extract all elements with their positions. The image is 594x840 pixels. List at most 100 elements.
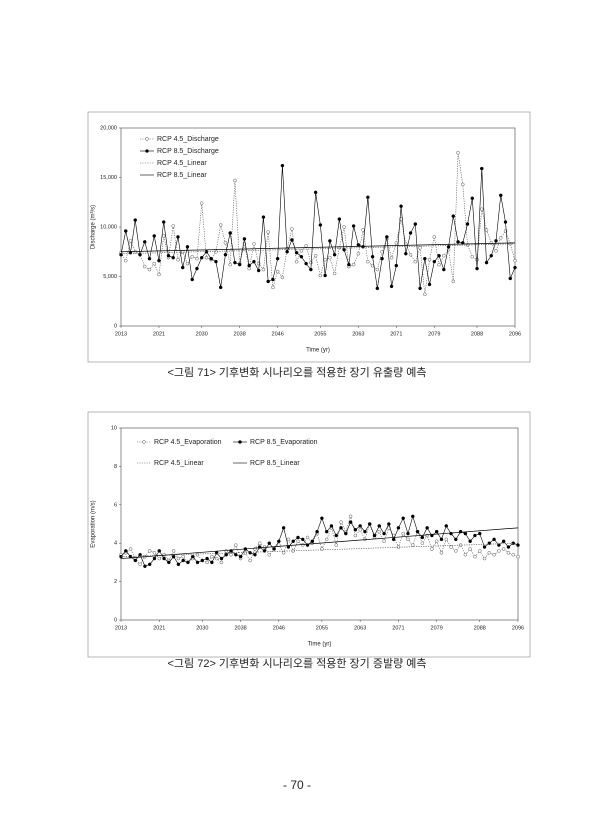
data-point	[247, 266, 251, 271]
data-point	[401, 516, 405, 520]
data-point	[256, 268, 261, 273]
data-point	[296, 539, 300, 544]
data-point	[497, 549, 501, 553]
y-tick-label: 20,000	[100, 125, 117, 131]
data-point	[271, 277, 275, 282]
y-tick-label: 0	[114, 617, 117, 623]
data-point	[404, 251, 408, 256]
data-point	[275, 256, 280, 261]
data-point	[351, 262, 356, 267]
data-point	[380, 256, 384, 261]
data-point	[133, 558, 138, 563]
data-point	[152, 556, 157, 561]
page-number: - 70 -	[283, 778, 311, 792]
data-point	[223, 241, 228, 245]
data-point	[329, 524, 334, 528]
x-tick-label: 2096	[509, 331, 521, 337]
data-point	[234, 552, 238, 557]
data-point	[332, 252, 337, 257]
data-point	[394, 241, 399, 245]
data-point	[266, 230, 270, 234]
data-point	[385, 235, 389, 239]
data-point	[218, 285, 223, 290]
y-tick-label: 10	[111, 425, 117, 431]
data-point	[367, 522, 372, 526]
data-point	[342, 225, 346, 229]
data-point	[370, 254, 375, 259]
data-point	[305, 535, 310, 540]
data-point	[511, 552, 515, 557]
data-point	[351, 224, 356, 228]
y-tick-label: 8	[114, 464, 117, 470]
data-point	[468, 547, 472, 551]
data-point	[147, 256, 152, 261]
data-point	[413, 259, 418, 264]
x-tick-label: 2096	[512, 625, 524, 631]
data-point	[138, 562, 142, 567]
x-tick-label: 2021	[153, 331, 165, 337]
data-point	[473, 533, 477, 538]
x-tick-label: 2071	[390, 331, 402, 337]
data-point	[214, 551, 219, 555]
data-point	[415, 529, 420, 534]
data-point	[432, 235, 437, 239]
data-point	[171, 255, 175, 260]
data-point	[242, 237, 247, 241]
data-point	[277, 539, 281, 544]
data-point	[465, 222, 470, 226]
legend-label: RCP 4.5_Linear	[154, 460, 204, 467]
data-point	[157, 258, 161, 263]
x-tick-label: 2046	[272, 331, 284, 337]
data-point	[147, 549, 152, 553]
data-point	[318, 273, 323, 278]
data-point	[391, 537, 396, 542]
x-tick-label: 2063	[352, 331, 364, 337]
data-point	[451, 279, 456, 284]
data-point	[195, 266, 199, 271]
series-line	[120, 243, 516, 255]
y-axis-label: Evaporation (m/s)	[91, 500, 97, 547]
data-point	[337, 217, 342, 221]
data-point	[328, 255, 332, 260]
data-point	[356, 243, 361, 247]
data-point	[361, 228, 365, 232]
data-point	[237, 262, 242, 267]
data-point	[315, 529, 319, 534]
data-point	[475, 266, 479, 271]
x-tick-label: 2038	[234, 625, 246, 631]
data-point	[332, 271, 337, 276]
data-point	[477, 531, 482, 536]
data-point	[375, 267, 380, 272]
x-tick-label: 2055	[316, 625, 328, 631]
data-point	[494, 249, 498, 253]
data-point	[261, 267, 266, 272]
data-point	[157, 549, 162, 553]
data-point	[444, 537, 449, 542]
data-point	[353, 533, 358, 538]
data-point	[377, 524, 382, 528]
series-line	[120, 242, 516, 253]
data-point	[171, 554, 176, 559]
x-tick-label: 2013	[115, 331, 127, 337]
data-point	[204, 255, 209, 260]
data-point	[224, 549, 228, 553]
data-point	[389, 284, 394, 289]
data-point	[296, 535, 300, 540]
data-point	[480, 166, 484, 171]
x-tick-label: 2079	[431, 625, 443, 631]
x-tick-label: 2055	[314, 331, 326, 337]
data-point	[418, 286, 422, 291]
data-point	[176, 257, 180, 262]
data-point	[281, 526, 286, 530]
data-point	[181, 558, 185, 563]
data-point	[171, 549, 176, 553]
data-point	[233, 178, 237, 183]
data-point	[482, 556, 487, 561]
data-point	[123, 229, 128, 233]
data-point	[501, 547, 506, 551]
x-tick-label: 2079	[428, 331, 440, 337]
data-point	[442, 267, 446, 272]
data-point	[444, 524, 449, 528]
data-point	[229, 552, 233, 557]
